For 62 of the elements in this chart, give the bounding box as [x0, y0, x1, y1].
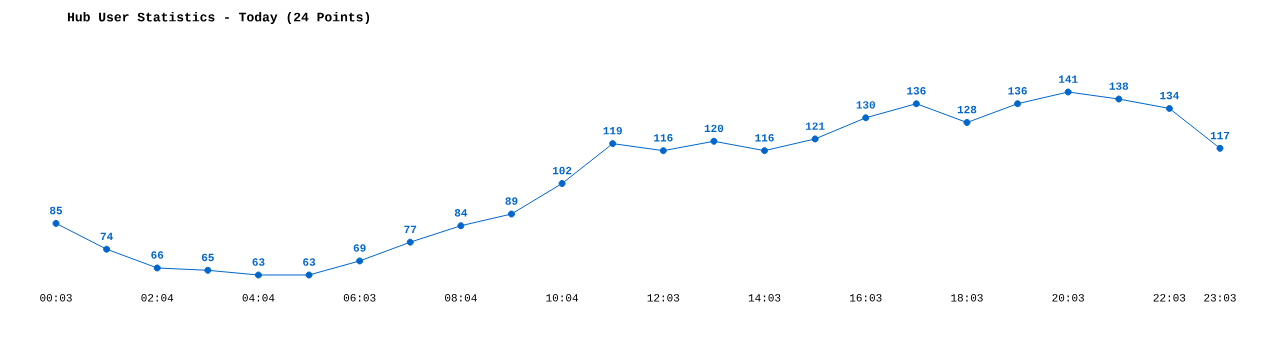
data-label: 121 — [805, 122, 825, 130]
data-label: 74 — [100, 232, 113, 241]
point — [963, 119, 971, 126]
data-label: 136 — [1008, 87, 1027, 95]
point — [457, 222, 465, 230]
point — [710, 137, 718, 145]
data-label: 77 — [404, 225, 417, 233]
point — [761, 147, 769, 155]
data-label: 89 — [505, 197, 518, 205]
data-label: 85 — [50, 206, 63, 215]
x-tick-label: 00:03 — [40, 294, 72, 302]
point — [609, 140, 617, 148]
x-tick-label: 08:04 — [445, 294, 477, 302]
point — [558, 180, 566, 187]
point — [1165, 104, 1173, 112]
point — [1064, 88, 1072, 96]
data-label: 102 — [552, 166, 572, 175]
data-label: 63 — [252, 258, 265, 266]
x-tick-label: 20:03 — [1052, 294, 1084, 302]
data-label: 116 — [755, 134, 774, 142]
point — [406, 238, 414, 246]
data-label: 116 — [654, 134, 673, 142]
point — [305, 271, 313, 279]
point — [153, 264, 161, 272]
point — [507, 210, 515, 218]
point — [52, 219, 60, 227]
data-label: 128 — [957, 105, 977, 114]
data-label: 119 — [603, 126, 622, 135]
point — [254, 271, 262, 279]
data-label: 120 — [704, 124, 724, 133]
data-label: 66 — [151, 251, 164, 259]
data-label: 130 — [856, 101, 875, 109]
x-tick-label: 23:03 — [1204, 294, 1236, 302]
point — [1115, 95, 1123, 103]
data-label: 117 — [1210, 131, 1230, 140]
x-tick-label: 22:03 — [1153, 294, 1186, 302]
data-label: 134 — [1160, 91, 1179, 100]
x-tick-label: 02:04 — [141, 294, 174, 302]
data-label: 141 — [1059, 75, 1078, 83]
x-tick-label: 12:03 — [647, 294, 680, 302]
data-label: 136 — [907, 87, 926, 95]
data-label: 63 — [303, 258, 316, 266]
point — [659, 147, 667, 155]
x-tick-label: 16:03 — [850, 294, 882, 302]
data-label: 138 — [1109, 82, 1129, 90]
x-tick-label: 14:03 — [748, 294, 781, 302]
x-tick-label: 04:04 — [242, 294, 275, 302]
point — [1014, 100, 1022, 108]
data-label: 65 — [201, 253, 214, 262]
chart-title: Hub User Statistics - Today (24 Points) — [67, 11, 370, 25]
point — [811, 135, 819, 143]
point — [912, 100, 920, 108]
x-tick-label: 06:03 — [343, 294, 376, 302]
point — [204, 266, 212, 274]
point — [862, 114, 870, 122]
point — [1216, 144, 1224, 152]
x-tick-label: 10:04 — [546, 294, 579, 302]
data-label: 84 — [454, 209, 468, 217]
x-tick-label: 18:03 — [951, 294, 983, 302]
point — [356, 257, 364, 265]
data-label: 69 — [353, 244, 366, 252]
point — [103, 245, 111, 253]
